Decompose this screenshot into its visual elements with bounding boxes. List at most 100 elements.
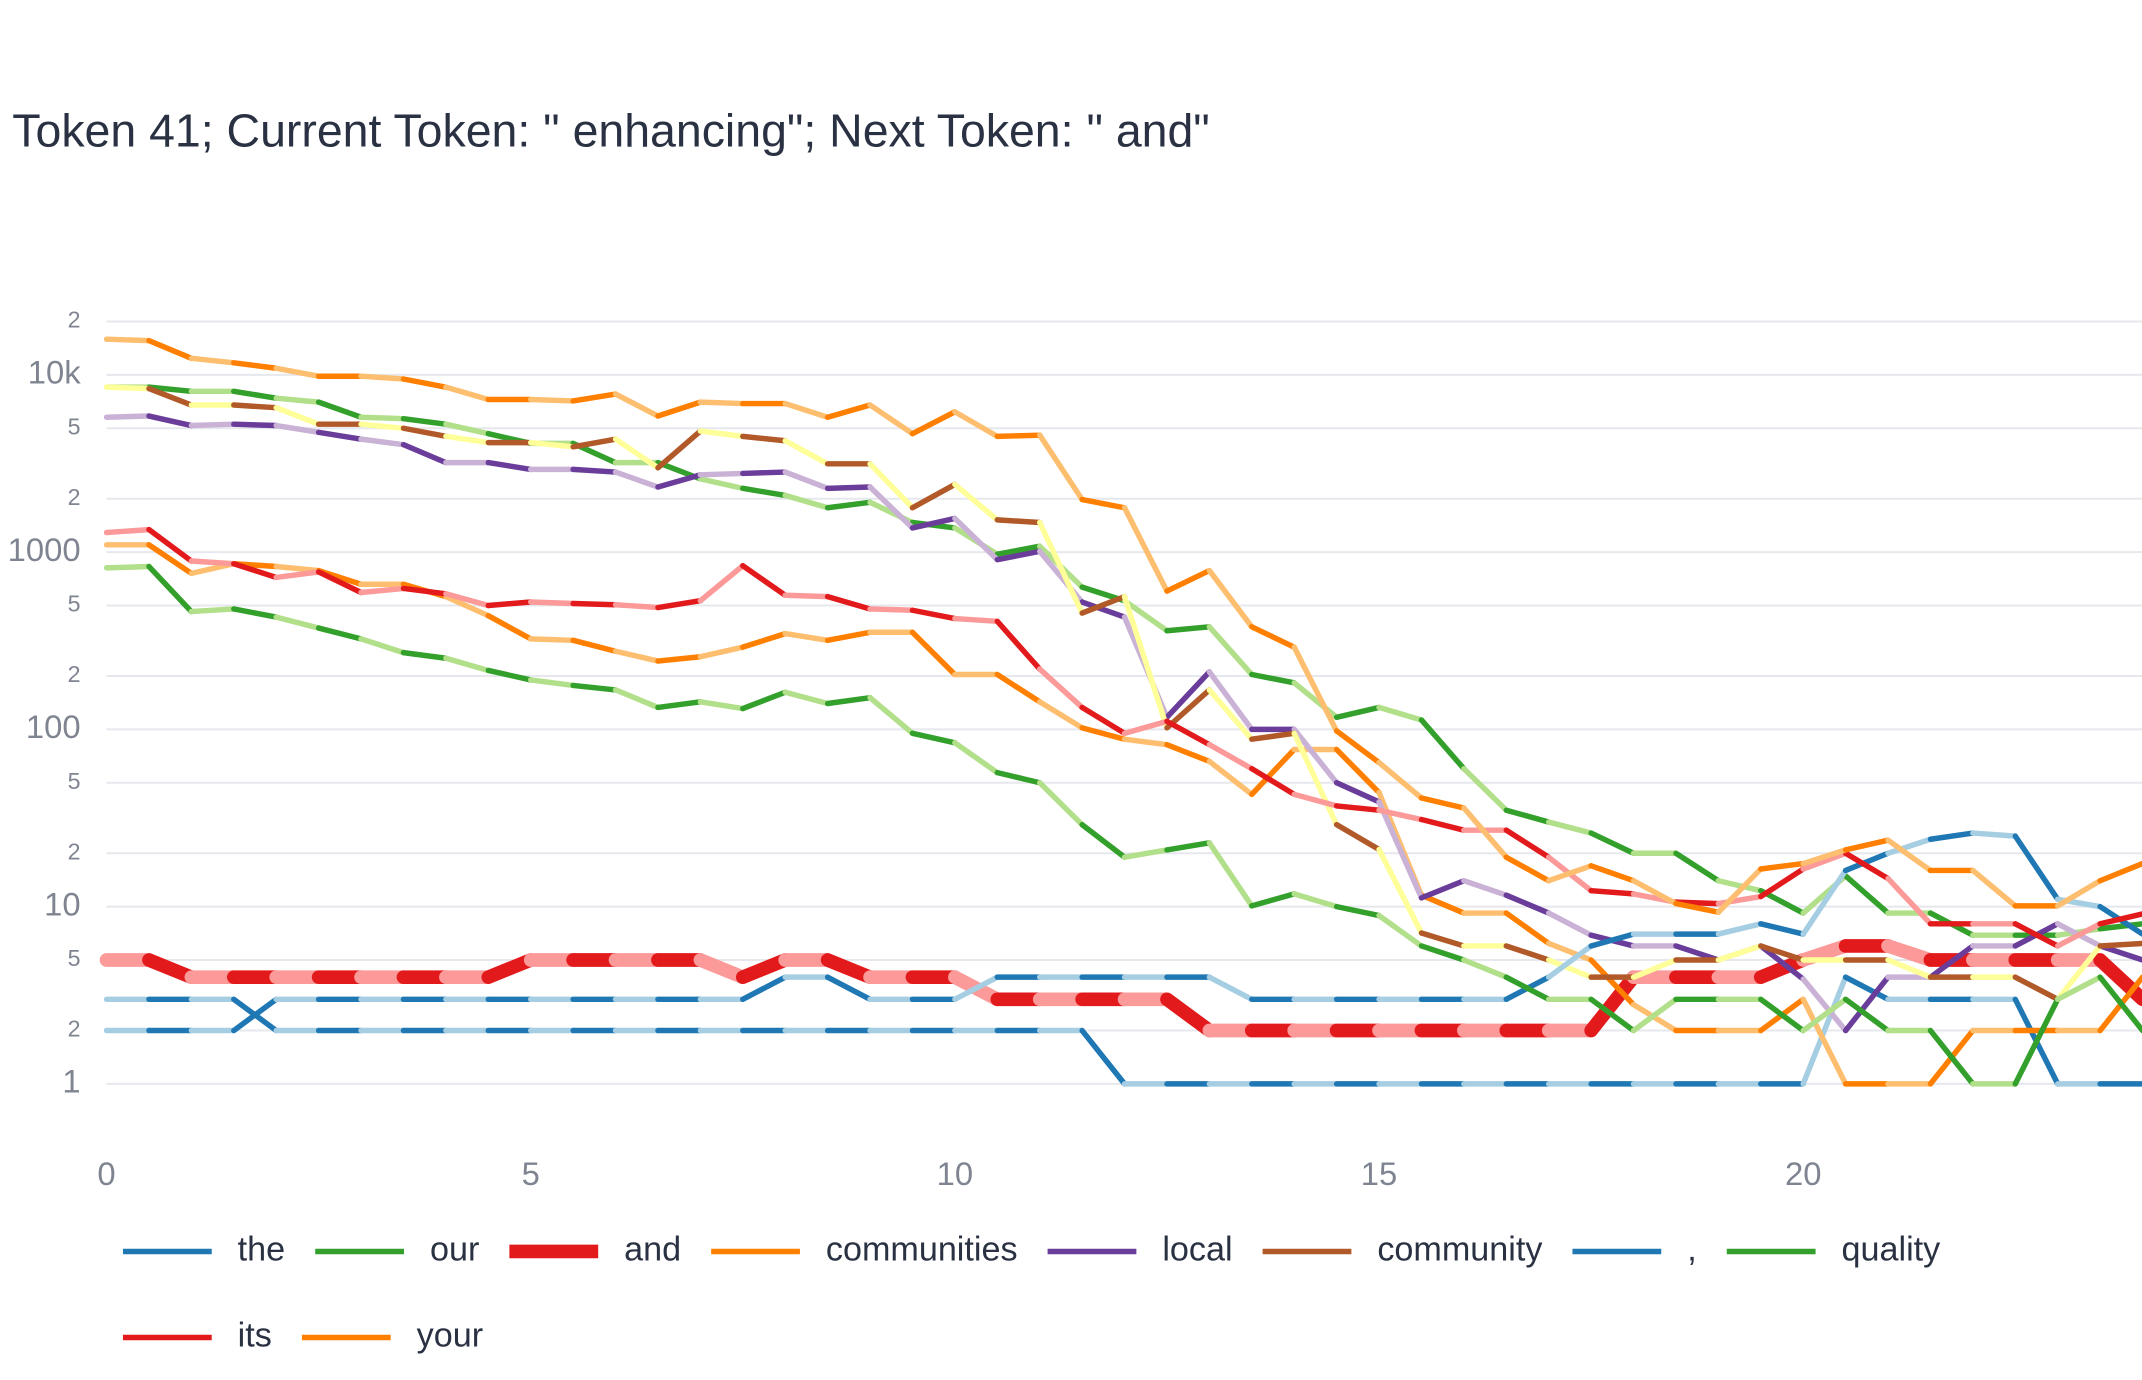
- series-segment: [358, 414, 407, 422]
- series-segment: [2054, 943, 2103, 1003]
- series-segment: [655, 653, 704, 664]
- series-segment: [1503, 892, 1552, 916]
- series-segment: [782, 400, 831, 420]
- series-segment: [273, 569, 322, 581]
- series-segment: [1800, 996, 1849, 1034]
- y-tick-label: 2: [68, 838, 81, 864]
- series-segment: [1588, 863, 1637, 884]
- series-segment: [612, 391, 661, 419]
- series-segment: [1376, 759, 1425, 801]
- series-segment: [1758, 866, 1806, 900]
- series-segment: [994, 517, 1043, 526]
- series-segment: [2097, 860, 2142, 884]
- series-segment: [994, 432, 1043, 440]
- series-segment: [655, 597, 704, 611]
- series-segment: [1461, 765, 1510, 813]
- series-segment: [697, 699, 746, 712]
- series-segment: [1842, 873, 1891, 916]
- series-segment: [697, 428, 746, 440]
- series-segment: [2097, 921, 2142, 932]
- series-segment: [273, 422, 322, 436]
- series-segment: [1630, 996, 1679, 1034]
- series-segment: [824, 484, 873, 492]
- series-segment: [443, 591, 492, 609]
- series-segment: [358, 585, 407, 596]
- series-segment: [867, 461, 916, 511]
- series-segment: [485, 667, 534, 683]
- x-tick-label: 0: [97, 1155, 115, 1192]
- legend-label: its: [238, 1317, 272, 1355]
- series-segment: [2097, 943, 2142, 963]
- series-segment: [1333, 780, 1382, 805]
- y-tick-label: 5: [68, 945, 81, 971]
- series-segment: [570, 682, 619, 693]
- series-segment: [1503, 827, 1552, 860]
- series-segment: [1503, 910, 1552, 947]
- series-segment: [485, 459, 534, 473]
- series-segment: [570, 391, 619, 404]
- series-segment: [315, 429, 364, 442]
- y-tick-label: 2: [68, 484, 81, 510]
- series-segment: [146, 413, 195, 429]
- series-segment: [735, 953, 793, 984]
- series-segment: [188, 606, 237, 615]
- series-segment: [103, 526, 152, 536]
- series-segment: [1545, 957, 1594, 980]
- series-segment: [697, 563, 746, 604]
- series-segment: [1545, 863, 1594, 884]
- series-segment: [612, 648, 661, 664]
- series-segment: [1249, 891, 1297, 909]
- series-segment: [1291, 644, 1340, 734]
- series-segment: [824, 694, 873, 707]
- series-segment: [400, 585, 449, 597]
- series-segment: [1758, 996, 1806, 1034]
- series-segment: [358, 373, 407, 382]
- series-segment: [612, 601, 661, 611]
- series-segment: [1418, 795, 1467, 811]
- series-segment: [1800, 867, 1849, 937]
- series-segment: [1206, 741, 1255, 772]
- series-segment: [1249, 730, 1297, 742]
- series-segment: [273, 404, 322, 427]
- series-segment: [188, 558, 237, 567]
- series-segment: [1588, 830, 1637, 857]
- series-segment: [188, 355, 237, 366]
- series-segment: [315, 569, 364, 596]
- series-segment: [400, 649, 449, 661]
- series-segment: [1079, 1027, 1128, 1087]
- series-segment: [1800, 976, 1849, 1034]
- series-segment: [1800, 996, 1849, 1087]
- series-segment: [740, 689, 788, 712]
- series-segment: [952, 409, 1001, 440]
- series-segment: [1545, 819, 1594, 836]
- series-segment: [142, 953, 199, 984]
- series-segment: [1588, 931, 1637, 949]
- series-segment: [1927, 1027, 1976, 1087]
- series-segment: [824, 593, 873, 612]
- series-segment: [2093, 953, 2142, 1007]
- series-segment: [1206, 840, 1255, 909]
- series-segment: [1249, 624, 1297, 650]
- x-tick-label: 15: [1361, 1155, 1397, 1192]
- series-segment: [867, 694, 916, 737]
- series-segment: [1121, 505, 1170, 594]
- series-segment: [612, 469, 661, 490]
- series-segment: [782, 492, 831, 511]
- series-segment: [1206, 669, 1255, 733]
- series-segment: [612, 687, 661, 711]
- series-segment: [994, 548, 1043, 563]
- y-tick-label: 2: [68, 1016, 81, 1042]
- series-segment: [1164, 624, 1213, 634]
- series-segment: [1333, 803, 1382, 813]
- series-segment: [782, 689, 831, 707]
- series-segment: [1333, 821, 1382, 853]
- series-segment: [1758, 860, 1806, 872]
- series-segment: [485, 599, 534, 609]
- series-segment: [994, 769, 1043, 786]
- series-segment: [740, 485, 788, 499]
- series-segment: [1715, 943, 1764, 963]
- series-segment: [782, 438, 831, 467]
- series-segment: [1249, 746, 1297, 798]
